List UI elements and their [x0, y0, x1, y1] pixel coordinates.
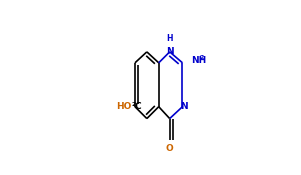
Text: N: N	[180, 102, 188, 111]
Text: O: O	[166, 144, 174, 153]
Text: H: H	[166, 34, 173, 43]
Text: NH: NH	[191, 56, 206, 65]
Text: N: N	[166, 47, 173, 56]
Text: 2: 2	[131, 102, 136, 107]
Text: C: C	[135, 102, 141, 111]
Text: HO: HO	[116, 102, 131, 111]
Text: 2: 2	[199, 55, 204, 60]
